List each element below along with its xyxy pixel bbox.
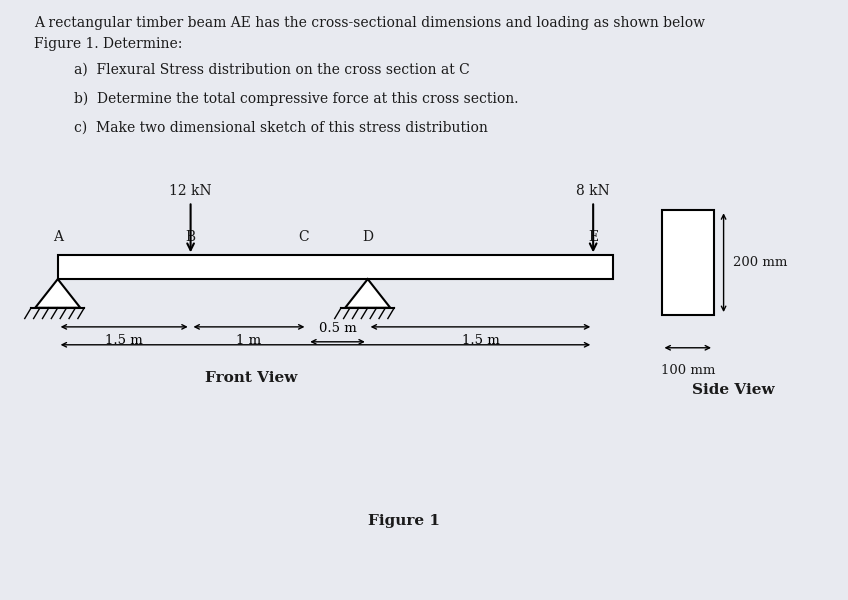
Polygon shape — [345, 279, 390, 308]
Text: B: B — [186, 230, 196, 244]
Text: b)  Determine the total compressive force at this cross section.: b) Determine the total compressive force… — [74, 92, 518, 106]
Text: E: E — [589, 230, 598, 244]
Text: 0.5 m: 0.5 m — [319, 322, 356, 335]
Text: 100 mm: 100 mm — [661, 364, 715, 377]
Bar — [58, 255, 613, 279]
Text: 8 kN: 8 kN — [577, 184, 610, 199]
Text: Front View: Front View — [205, 371, 297, 385]
Text: 200 mm: 200 mm — [734, 256, 788, 269]
Text: c)  Make two dimensional sketch of this stress distribution: c) Make two dimensional sketch of this s… — [74, 120, 488, 134]
Polygon shape — [36, 279, 81, 308]
Text: a)  Flexural Stress distribution on the cross section at C: a) Flexural Stress distribution on the c… — [74, 63, 470, 77]
Text: Figure 1. Determine:: Figure 1. Determine: — [34, 37, 182, 51]
Text: D: D — [362, 230, 373, 244]
Text: Side View: Side View — [692, 383, 774, 397]
Text: 12 kN: 12 kN — [170, 184, 212, 199]
Text: C: C — [298, 230, 309, 244]
Text: 1.5 m: 1.5 m — [105, 334, 143, 347]
Text: 1.5 m: 1.5 m — [461, 334, 499, 347]
Text: 1 m: 1 m — [237, 334, 261, 347]
Text: A rectangular timber beam AE has the cross-sectional dimensions and loading as s: A rectangular timber beam AE has the cro… — [34, 16, 705, 31]
Text: A: A — [53, 230, 63, 244]
Bar — [661, 211, 714, 315]
Text: Figure 1: Figure 1 — [368, 514, 440, 528]
